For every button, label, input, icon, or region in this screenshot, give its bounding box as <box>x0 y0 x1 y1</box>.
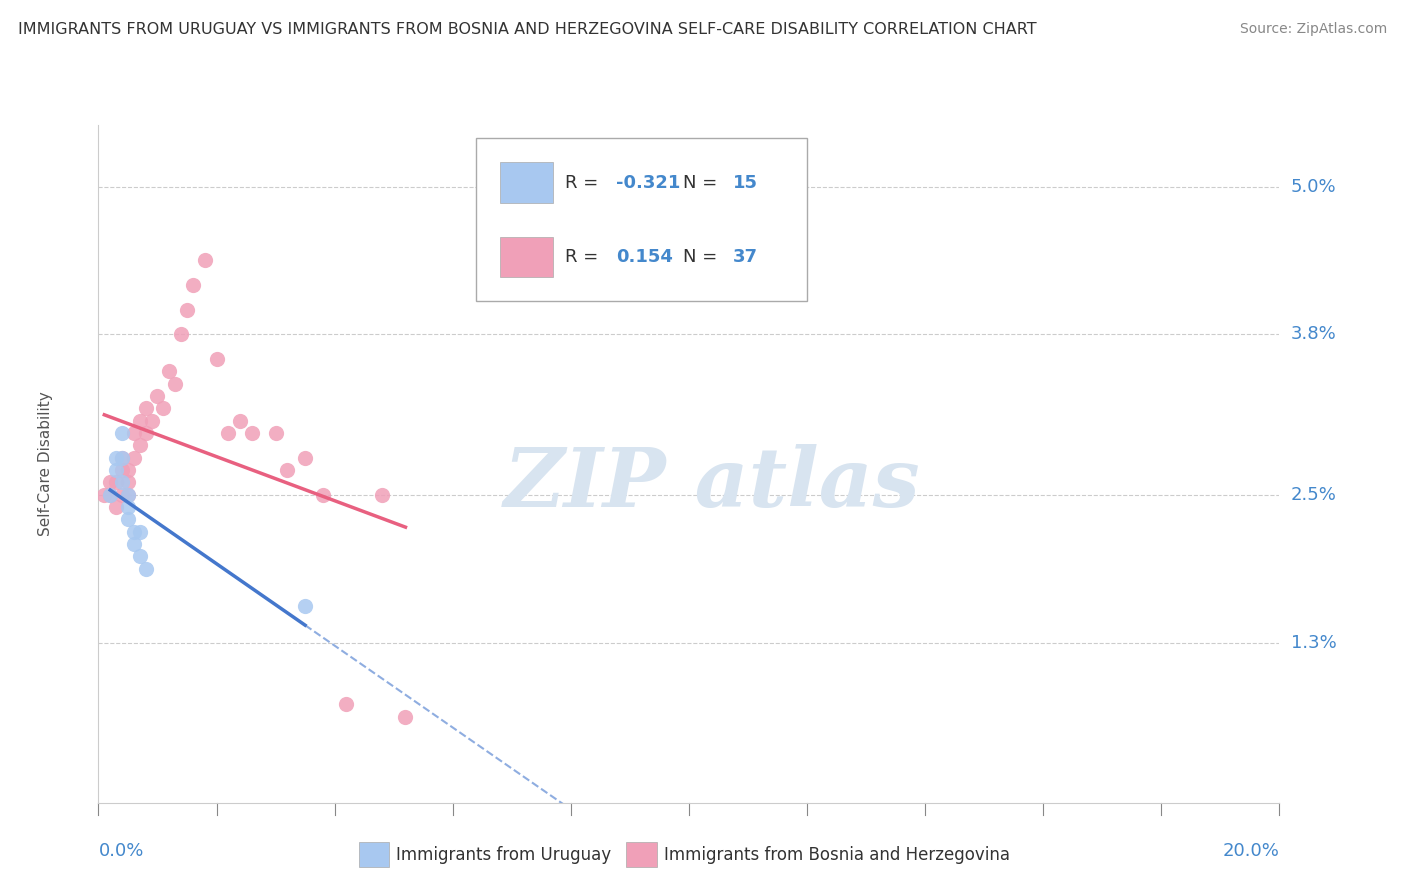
Point <box>294 450 316 465</box>
Point <box>157 364 180 378</box>
Point <box>264 425 287 440</box>
Point <box>117 488 139 502</box>
Point <box>122 524 145 539</box>
Point <box>105 475 128 490</box>
Text: N =: N = <box>683 174 723 192</box>
Point <box>135 561 157 575</box>
Text: -0.321: -0.321 <box>616 174 681 192</box>
Point <box>111 425 134 440</box>
Point <box>117 463 139 477</box>
FancyBboxPatch shape <box>477 138 807 301</box>
Text: Self-Care Disability: Self-Care Disability <box>38 392 53 536</box>
Text: Immigrants from Uruguay: Immigrants from Uruguay <box>396 846 612 863</box>
Point <box>294 599 316 613</box>
Text: R =: R = <box>565 174 605 192</box>
Point <box>217 425 239 440</box>
Point <box>111 450 134 465</box>
Point <box>111 450 134 465</box>
Point <box>111 488 134 502</box>
Point <box>98 488 121 502</box>
Point <box>165 376 187 391</box>
Text: 3.8%: 3.8% <box>1291 326 1336 343</box>
Point <box>128 549 150 564</box>
Text: R =: R = <box>565 248 605 266</box>
Text: 37: 37 <box>733 248 758 266</box>
Text: N =: N = <box>683 248 723 266</box>
Point <box>111 463 134 477</box>
Point <box>146 389 169 403</box>
Point <box>105 450 128 465</box>
Point <box>141 414 163 428</box>
Text: 15: 15 <box>733 174 758 192</box>
Point <box>111 475 134 490</box>
Point <box>122 425 145 440</box>
Point <box>128 414 150 428</box>
Point <box>93 488 115 502</box>
Point <box>122 450 145 465</box>
Point <box>194 253 217 268</box>
Point <box>117 500 139 514</box>
Point <box>176 302 198 317</box>
Text: 20.0%: 20.0% <box>1223 842 1279 860</box>
Text: 5.0%: 5.0% <box>1291 178 1336 195</box>
Text: 0.154: 0.154 <box>616 248 672 266</box>
Point <box>229 414 252 428</box>
Point <box>105 500 128 514</box>
Point <box>135 401 157 416</box>
Point <box>371 488 394 502</box>
Bar <box>501 162 553 202</box>
Point <box>98 475 121 490</box>
Point <box>98 488 121 502</box>
Point <box>312 488 335 502</box>
Point <box>117 475 139 490</box>
Point <box>205 352 228 367</box>
Point <box>135 425 157 440</box>
Text: Immigrants from Bosnia and Herzegovina: Immigrants from Bosnia and Herzegovina <box>664 846 1010 863</box>
Text: 2.5%: 2.5% <box>1291 485 1337 504</box>
Point <box>128 524 150 539</box>
Point <box>170 327 193 342</box>
Point <box>152 401 174 416</box>
Point <box>276 463 298 477</box>
Bar <box>501 236 553 277</box>
Point <box>394 709 416 723</box>
Point <box>240 425 263 440</box>
Point <box>117 488 139 502</box>
Text: 1.3%: 1.3% <box>1291 633 1336 651</box>
Point <box>128 438 150 452</box>
Text: IMMIGRANTS FROM URUGUAY VS IMMIGRANTS FROM BOSNIA AND HERZEGOVINA SELF-CARE DISA: IMMIGRANTS FROM URUGUAY VS IMMIGRANTS FR… <box>18 22 1036 37</box>
Point <box>335 697 357 711</box>
Point <box>105 463 128 477</box>
Text: 0.0%: 0.0% <box>98 842 143 860</box>
Point <box>117 512 139 526</box>
Text: Source: ZipAtlas.com: Source: ZipAtlas.com <box>1240 22 1388 37</box>
Point <box>122 537 145 551</box>
Text: ZIP atlas: ZIP atlas <box>505 444 921 524</box>
Point <box>181 278 204 293</box>
